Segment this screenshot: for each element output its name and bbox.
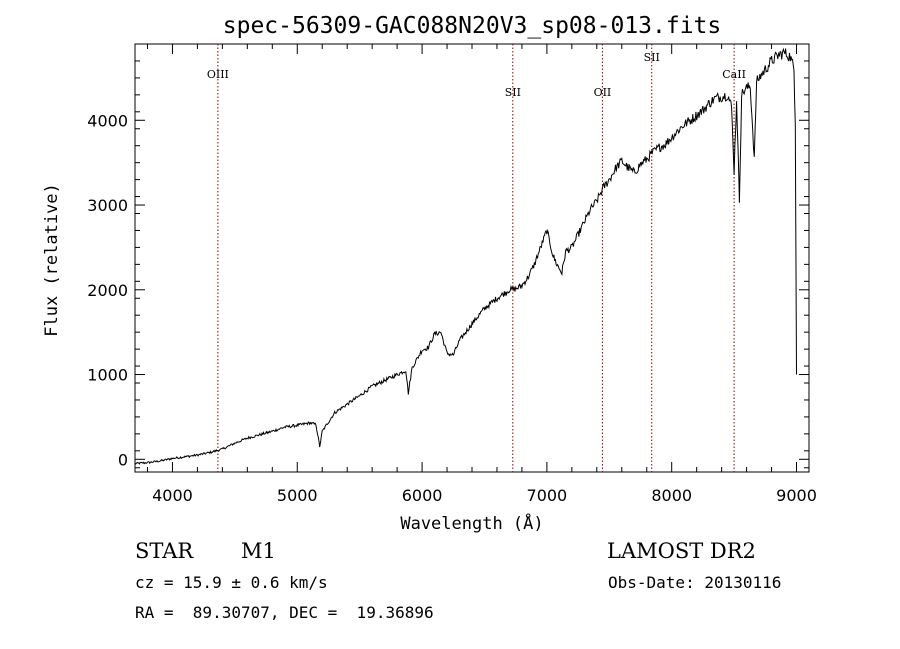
y-axis-ticks: 0 1000 2000 3000 4000 [87, 60, 809, 469]
x-tick-label: 7000 [527, 486, 568, 505]
survey-name: LAMOST DR2 [607, 539, 756, 563]
marker-label-oiii: OIII [207, 68, 229, 81]
x-tick-label: 6000 [402, 486, 443, 505]
x-tick-label: 4000 [152, 486, 193, 505]
chart-title: spec-56309-GAC088N20V3_sp08-013.fits [223, 13, 722, 39]
object-class: STAR [135, 539, 194, 563]
coordinates-readout: RA = 89.30707, DEC = 19.36896 [135, 603, 434, 622]
y-tick-label: 0 [118, 450, 128, 469]
spectrum-line [134, 47, 797, 465]
observation-date: Obs-Date: 20130116 [608, 573, 782, 592]
y-axis-label: Flux (relative) [42, 183, 62, 337]
marker-label-sii: SII [644, 51, 660, 64]
marker-label-caii: CaII [722, 68, 746, 81]
x-tick-label: 5000 [277, 486, 318, 505]
y-tick-label: 3000 [87, 196, 128, 215]
redshift-readout: cz = 15.9 ± 0.6 km/s [135, 573, 328, 592]
x-axis-label: Wavelength (Å) [400, 512, 543, 534]
x-tick-label: 9000 [776, 486, 817, 505]
object-subclass: M1 [241, 539, 276, 563]
marker-label-sii: SII [505, 86, 521, 99]
y-tick-label: 4000 [87, 111, 128, 130]
x-tick-label: 8000 [651, 486, 692, 505]
y-tick-label: 2000 [87, 281, 128, 300]
marker-label-oii: OII [594, 86, 612, 99]
plot-frame [134, 43, 810, 473]
emission-line-markers: OIII SII OII SII CaII [207, 44, 746, 472]
y-tick-label: 1000 [87, 366, 128, 385]
spectrum-series [134, 47, 797, 465]
x-axis-ticks: 4000 5000 6000 7000 8000 9000 [146, 44, 817, 505]
